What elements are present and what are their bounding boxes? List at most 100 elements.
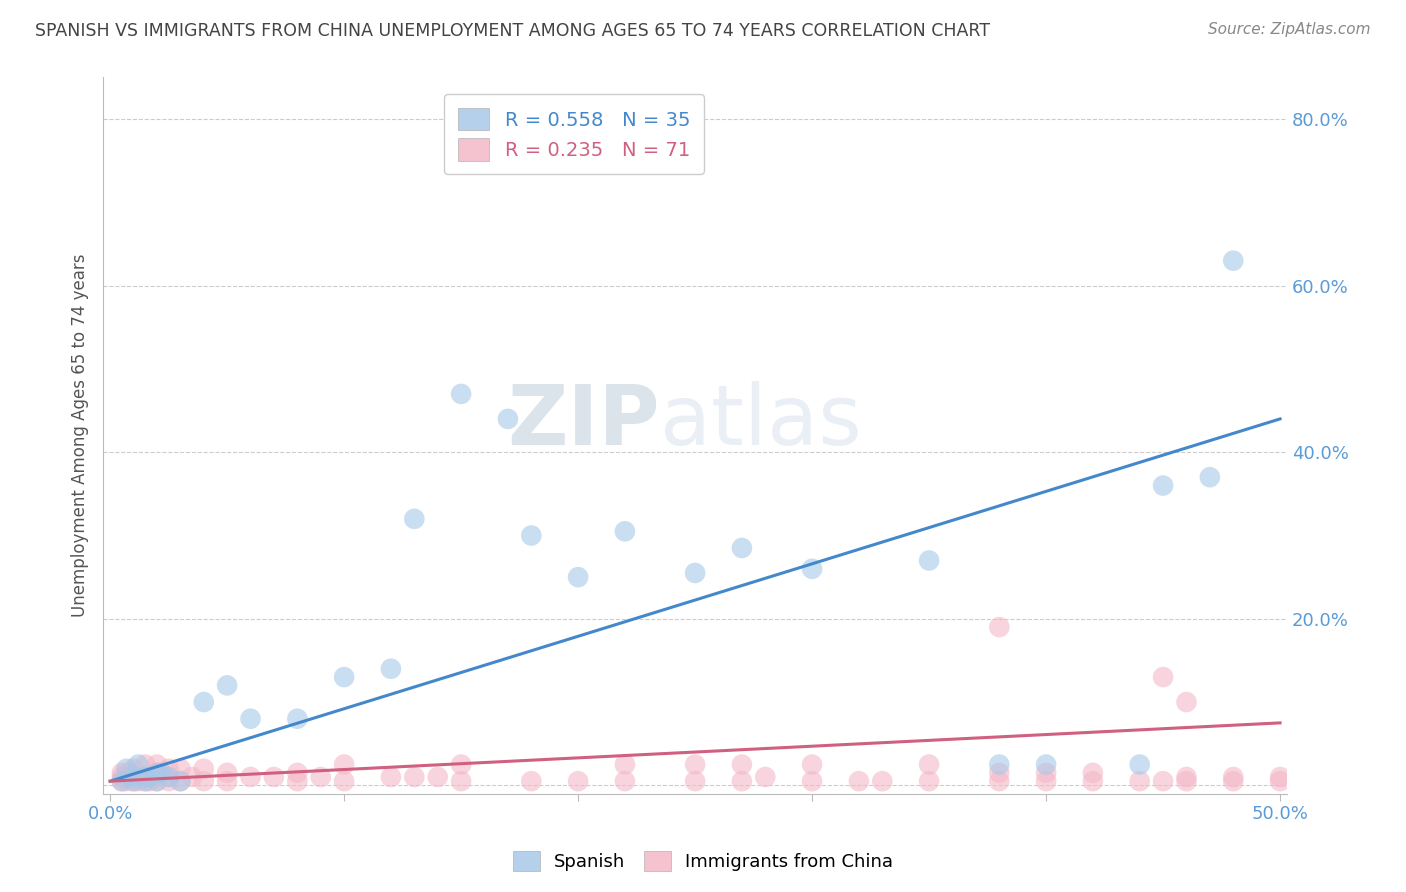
Point [567, 570, 589, 584]
Point [333, 757, 356, 772]
Point [134, 774, 156, 789]
Point [139, 774, 162, 789]
Point [285, 712, 308, 726]
Point [169, 774, 191, 789]
Point [122, 770, 145, 784]
Point [169, 762, 191, 776]
Point [1175, 774, 1198, 789]
Point [122, 774, 145, 789]
Point [988, 757, 1011, 772]
Point [309, 770, 332, 784]
Point [731, 757, 754, 772]
Y-axis label: Unemployment Among Ages 65 to 74 years: Unemployment Among Ages 65 to 74 years [72, 254, 89, 617]
Point [1222, 253, 1244, 268]
Point [181, 770, 204, 784]
Point [118, 765, 141, 780]
Point [450, 387, 472, 401]
Point [731, 541, 754, 555]
Point [239, 712, 262, 726]
Point [157, 762, 180, 776]
Text: SPANISH VS IMMIGRANTS FROM CHINA UNEMPLOYMENT AMONG AGES 65 TO 74 YEARS CORRELAT: SPANISH VS IMMIGRANTS FROM CHINA UNEMPLO… [35, 22, 990, 40]
Point [1035, 765, 1057, 780]
Point [122, 762, 145, 776]
Point [1175, 770, 1198, 784]
Point [122, 770, 145, 784]
Point [801, 757, 824, 772]
Point [217, 774, 239, 789]
Point [263, 770, 285, 784]
Point [1129, 757, 1152, 772]
Text: atlas: atlas [659, 381, 862, 462]
Point [404, 512, 426, 526]
Point [613, 524, 636, 539]
Legend: Spanish, Immigrants from China: Spanish, Immigrants from China [506, 844, 900, 879]
Point [404, 770, 426, 784]
Point [520, 528, 543, 542]
Point [918, 774, 941, 789]
Point [496, 412, 519, 426]
Point [239, 770, 262, 784]
Point [1222, 774, 1244, 789]
Point [111, 765, 134, 780]
Text: ZIP: ZIP [508, 381, 659, 462]
Point [146, 765, 169, 780]
Point [134, 774, 156, 789]
Point [683, 774, 706, 789]
Point [285, 774, 308, 789]
Point [683, 757, 706, 772]
Point [1222, 770, 1244, 784]
Point [426, 770, 449, 784]
Point [1081, 774, 1104, 789]
Point [285, 765, 308, 780]
Point [146, 757, 169, 772]
Point [111, 770, 134, 784]
Point [146, 774, 169, 789]
Point [1129, 774, 1152, 789]
Point [988, 765, 1011, 780]
Point [988, 620, 1011, 634]
Point [918, 553, 941, 567]
Point [613, 774, 636, 789]
Point [122, 774, 145, 789]
Point [115, 762, 138, 776]
Point [801, 562, 824, 576]
Point [1152, 478, 1174, 492]
Point [111, 774, 134, 789]
Point [450, 774, 472, 789]
Point [217, 678, 239, 692]
Point [1152, 670, 1174, 684]
Point [380, 662, 402, 676]
Point [146, 774, 169, 789]
Point [333, 774, 356, 789]
Point [1152, 774, 1174, 789]
Point [150, 765, 173, 780]
Point [193, 762, 215, 776]
Point [613, 757, 636, 772]
Point [169, 774, 191, 789]
Point [1035, 774, 1057, 789]
Point [848, 774, 870, 789]
Point [1175, 695, 1198, 709]
Point [1268, 774, 1291, 789]
Point [115, 774, 138, 789]
Point [193, 774, 215, 789]
Point [1199, 470, 1222, 484]
Point [380, 770, 402, 784]
Legend: R = 0.558   N = 35, R = 0.235   N = 71: R = 0.558 N = 35, R = 0.235 N = 71 [444, 95, 704, 174]
Point [157, 770, 180, 784]
Point [134, 770, 156, 784]
Point [127, 770, 149, 784]
Point [872, 774, 894, 789]
Point [157, 770, 180, 784]
Point [520, 774, 543, 789]
Point [111, 774, 134, 789]
Point [1081, 765, 1104, 780]
Point [146, 765, 169, 780]
Point [450, 757, 472, 772]
Point [683, 566, 706, 580]
Point [567, 774, 589, 789]
Point [1035, 757, 1057, 772]
Point [127, 774, 149, 789]
Point [731, 774, 754, 789]
Point [754, 770, 776, 784]
